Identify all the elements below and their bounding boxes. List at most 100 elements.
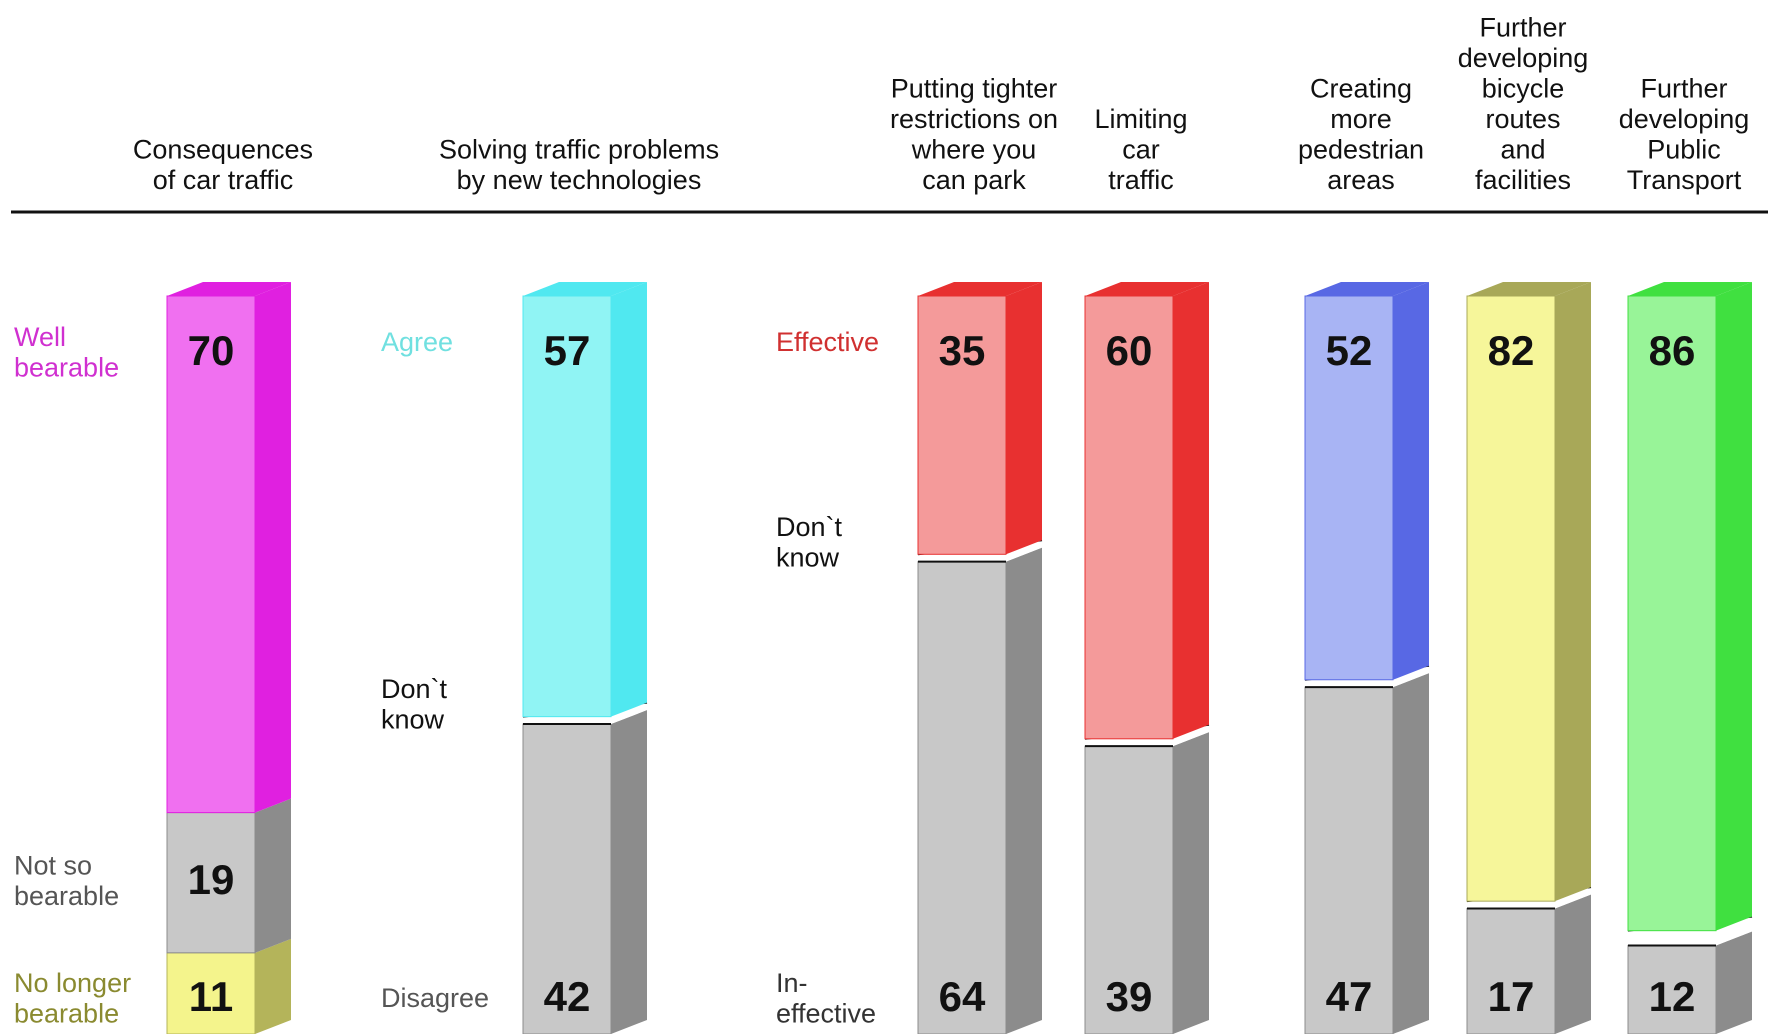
bar-top	[1305, 282, 1429, 296]
bar-segment-side	[611, 710, 647, 1034]
bar-segment-side	[1716, 916, 1752, 946]
category-label: developing	[1458, 43, 1589, 73]
segment-label: Not so	[14, 851, 92, 881]
bar-segment	[166, 295, 256, 814]
bar-segment	[523, 716, 611, 725]
bar-segment-side	[255, 798, 291, 953]
bar-segment	[166, 812, 256, 954]
bar-segment	[1085, 738, 1173, 747]
segment-label: In-	[776, 968, 808, 998]
bar-segment-side	[1555, 887, 1591, 909]
category-label: pedestrian	[1298, 135, 1424, 165]
bar-segment-side	[1173, 732, 1209, 1034]
category-label: facilities	[1475, 165, 1571, 195]
bar-segment	[1466, 295, 1556, 902]
bar-segment	[1084, 745, 1174, 1034]
category-label: and	[1500, 135, 1545, 165]
segment-label: effective	[776, 998, 876, 1028]
bar-top	[918, 282, 1042, 296]
bar-segment	[1627, 295, 1717, 932]
segment-label: No longer	[14, 968, 131, 998]
bar-segment-side	[255, 938, 291, 1034]
category-label: where you	[911, 135, 1037, 165]
category-label: Further	[1479, 13, 1566, 43]
bar-top	[1467, 282, 1591, 296]
value-label: 35	[939, 327, 986, 374]
segment-label: know	[381, 705, 445, 735]
bar-segment	[918, 554, 1006, 562]
bar-top	[523, 282, 647, 296]
segment-label: know	[776, 542, 840, 572]
segment-label: bearable	[14, 352, 119, 382]
segment-label: Effective	[776, 327, 879, 357]
value-label: 52	[1326, 327, 1373, 374]
category-label: Creating	[1310, 74, 1412, 104]
bar-segment	[1627, 944, 1717, 1034]
bar-segment-side	[1555, 282, 1591, 902]
segment-label: Well	[14, 322, 66, 352]
segment-label: Agree	[381, 327, 453, 357]
segment-label: Don`t	[776, 512, 843, 542]
bar-segment	[522, 295, 612, 718]
category-label: car	[1122, 135, 1160, 165]
value-label: 60	[1106, 327, 1153, 374]
category-label: bicycle	[1482, 74, 1565, 104]
bar-segment	[1304, 295, 1394, 681]
bar-segment-side	[611, 282, 647, 717]
bar-segment-side	[1716, 931, 1752, 1034]
value-label: 42	[544, 973, 591, 1020]
category-label: Further	[1640, 74, 1727, 104]
bar-segment-side	[1173, 282, 1209, 739]
value-label: 57	[544, 327, 591, 374]
segment-label: bearable	[14, 881, 119, 911]
category-label: developing	[1619, 104, 1750, 134]
category-label: Solving traffic problems	[439, 135, 719, 165]
category-label: areas	[1327, 165, 1395, 195]
value-label: 39	[1106, 973, 1153, 1020]
value-label: 12	[1649, 973, 1696, 1020]
value-label: 47	[1326, 973, 1373, 1020]
segment-label: Don`t	[381, 674, 448, 704]
category-label: routes	[1485, 104, 1560, 134]
bar-top	[1628, 282, 1752, 296]
bar-segment-side	[255, 282, 291, 813]
value-label: 86	[1649, 327, 1696, 374]
segment-label: bearable	[14, 998, 119, 1028]
category-label: Putting tighter	[891, 74, 1058, 104]
value-label: 82	[1488, 327, 1535, 374]
bar-top	[1085, 282, 1209, 296]
value-label: 11	[189, 973, 233, 1020]
bar-segment	[1466, 908, 1556, 1034]
value-label: 70	[188, 327, 235, 374]
category-label: of car traffic	[153, 165, 294, 195]
bar-segment	[1084, 295, 1174, 740]
category-label: Transport	[1627, 165, 1742, 195]
category-label: Consequences	[133, 135, 313, 165]
bar-segment-side	[1555, 894, 1591, 1034]
bar-segment	[522, 723, 612, 1034]
value-label: 64	[939, 973, 986, 1020]
bar-segment-side	[1393, 282, 1429, 680]
bar-segment-side	[1393, 673, 1429, 1034]
value-label: 17	[1488, 973, 1535, 1020]
category-label: restrictions on	[890, 104, 1058, 134]
category-label: Public	[1647, 135, 1721, 165]
category-label: by new technologies	[457, 165, 702, 195]
bar-segment-side	[1393, 665, 1429, 688]
bar-segment-side	[1006, 282, 1042, 555]
bar-segment-side	[1006, 547, 1042, 1034]
bar-segment	[1467, 901, 1555, 909]
bar-segment-side	[1006, 540, 1042, 562]
category-label: more	[1330, 104, 1392, 134]
bar-segment-side	[611, 702, 647, 725]
bar-segment	[917, 295, 1007, 555]
bar-segment	[917, 561, 1007, 1034]
value-label: 19	[188, 856, 235, 903]
segment-label: Disagree	[381, 983, 489, 1013]
bar-segment-side	[1716, 282, 1752, 931]
bar-segment-side	[1173, 724, 1209, 747]
bar-segment	[1305, 679, 1393, 688]
category-label: can park	[922, 165, 1026, 195]
